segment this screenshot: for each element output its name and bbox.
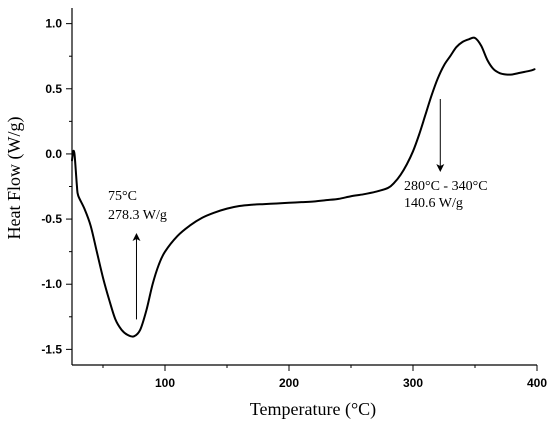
x-tick-label: 200 bbox=[279, 376, 299, 390]
x-tick-label: 100 bbox=[155, 376, 175, 390]
annotation-text-line1: 75°C bbox=[108, 189, 137, 204]
annotation-text-line2: 140.6 W/g bbox=[404, 196, 463, 211]
annotation-text-line1: 280°C - 340°C bbox=[404, 179, 488, 194]
y-tick-label: 0.0 bbox=[45, 147, 62, 161]
y-tick-label: 0.5 bbox=[45, 82, 62, 96]
y-tick-label: -1.0 bbox=[41, 277, 62, 291]
y-tick-label: 1.0 bbox=[45, 17, 62, 31]
annotation-text-line2: 278.3 W/g bbox=[108, 208, 167, 223]
x-tick-label: 400 bbox=[527, 376, 547, 390]
y-axis-title: Heat Flow (W/g) bbox=[4, 117, 25, 240]
x-tick-label: 300 bbox=[403, 376, 423, 390]
y-tick-label: -1.5 bbox=[41, 342, 62, 356]
x-axis-title: Temperature (°C) bbox=[250, 399, 376, 420]
y-tick-label: -0.5 bbox=[41, 212, 62, 226]
heat-flow-curve bbox=[71, 36, 536, 338]
